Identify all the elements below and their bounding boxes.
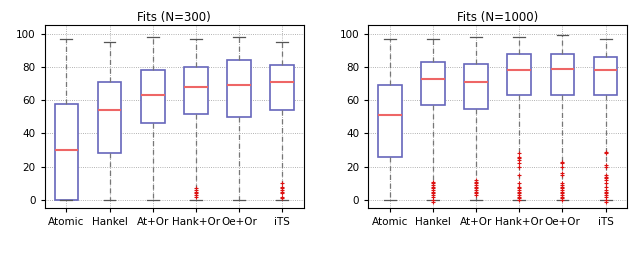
PathPatch shape <box>465 64 488 108</box>
Title: Fits (N=1000): Fits (N=1000) <box>457 11 538 24</box>
Title: Fits (N=300): Fits (N=300) <box>138 11 211 24</box>
PathPatch shape <box>227 60 251 117</box>
PathPatch shape <box>378 85 402 157</box>
PathPatch shape <box>141 70 164 123</box>
PathPatch shape <box>508 54 531 95</box>
PathPatch shape <box>54 104 78 200</box>
PathPatch shape <box>550 54 574 95</box>
PathPatch shape <box>594 57 618 95</box>
PathPatch shape <box>270 65 294 110</box>
PathPatch shape <box>421 62 445 105</box>
PathPatch shape <box>184 67 207 114</box>
PathPatch shape <box>98 82 122 153</box>
